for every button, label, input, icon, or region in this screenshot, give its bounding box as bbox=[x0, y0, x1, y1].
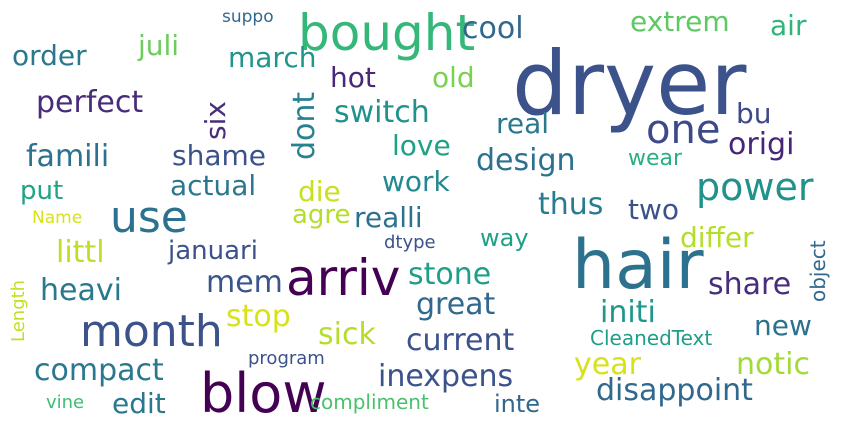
word-name: Name bbox=[32, 208, 83, 228]
word-object: object bbox=[806, 240, 830, 302]
word-sick: sick bbox=[318, 317, 376, 352]
word-shame: shame bbox=[172, 139, 266, 172]
word-switch: switch bbox=[334, 95, 430, 130]
word-notic: notic bbox=[736, 347, 810, 382]
word-six: six bbox=[199, 101, 232, 140]
word-one: one bbox=[646, 107, 721, 153]
word-hot: hot bbox=[330, 61, 376, 94]
word-juli: juli bbox=[138, 29, 180, 62]
word-current: current bbox=[406, 323, 515, 358]
word-compliment: compliment bbox=[310, 390, 429, 414]
word-two: two bbox=[628, 193, 680, 226]
word-way: way bbox=[480, 224, 529, 252]
word-dont: dont bbox=[287, 91, 322, 160]
word-share: share bbox=[708, 267, 792, 302]
word-littl: littl bbox=[56, 235, 105, 270]
word-famili: famili bbox=[26, 139, 110, 174]
word-realli: realli bbox=[354, 201, 423, 234]
word-design: design bbox=[476, 143, 576, 178]
word-inte: inte bbox=[494, 390, 541, 418]
word-perfect: perfect bbox=[36, 85, 144, 120]
word-length: Length bbox=[8, 279, 29, 342]
word-program: program bbox=[248, 348, 325, 369]
word-use: use bbox=[110, 192, 188, 243]
word-old: old bbox=[432, 61, 475, 94]
word-year: year bbox=[574, 347, 641, 382]
word-agre: agre bbox=[292, 200, 351, 230]
word-air: air bbox=[770, 9, 807, 42]
word-order: order bbox=[12, 39, 87, 72]
word-suppo: suppo bbox=[222, 7, 274, 27]
word-work: work bbox=[382, 165, 450, 198]
word-disappoint: disappoint bbox=[596, 373, 753, 408]
word-die: die bbox=[298, 175, 341, 208]
word-love: love bbox=[392, 129, 451, 162]
word-compact: compact bbox=[34, 353, 164, 388]
word-vine: vine bbox=[46, 392, 85, 413]
word-put: put bbox=[20, 176, 64, 206]
word-initi: initi bbox=[600, 295, 656, 330]
word-dtype: dtype bbox=[384, 232, 436, 253]
word-wear: wear bbox=[628, 146, 683, 171]
word-dryer: dryer bbox=[512, 32, 747, 135]
word-real: real bbox=[496, 107, 550, 140]
word-bought: bought bbox=[298, 4, 476, 62]
word-bu: bu bbox=[736, 97, 772, 130]
word-heavi: heavi bbox=[40, 273, 122, 308]
word-cleanedtext: CleanedText bbox=[590, 326, 713, 350]
word-differ: differ bbox=[680, 221, 754, 254]
word-cool: cool bbox=[462, 11, 524, 46]
word-origi: origi bbox=[728, 127, 795, 162]
word-stop: stop bbox=[226, 299, 291, 334]
word-actual: actual bbox=[170, 169, 257, 202]
word-month: month bbox=[80, 306, 223, 357]
word-mem: mem bbox=[206, 265, 283, 300]
word-hair: hair bbox=[572, 226, 704, 305]
word-arriv: arriv bbox=[286, 249, 401, 307]
word-stone: stone bbox=[408, 257, 492, 292]
word-power: power bbox=[696, 165, 814, 209]
word-januari: januari bbox=[168, 236, 258, 266]
word-thus: thus bbox=[538, 187, 604, 222]
word-inexpens: inexpens bbox=[378, 359, 514, 394]
word-extrem: extrem bbox=[630, 5, 730, 38]
word-new: new bbox=[754, 309, 812, 342]
word-march: march bbox=[228, 41, 317, 74]
word-great: great bbox=[416, 287, 496, 322]
word-blow: blow bbox=[200, 362, 327, 425]
word-edit: edit bbox=[112, 387, 166, 420]
